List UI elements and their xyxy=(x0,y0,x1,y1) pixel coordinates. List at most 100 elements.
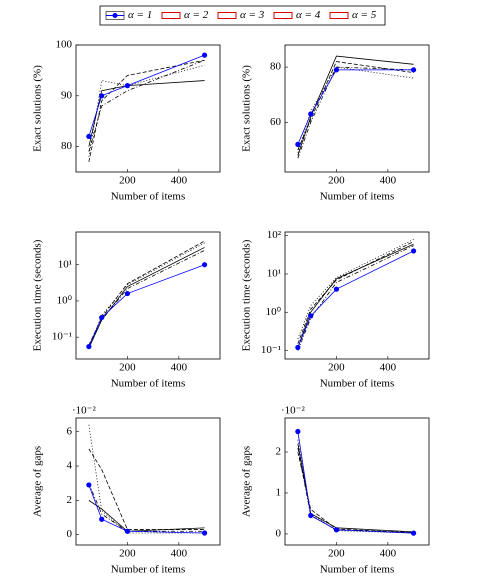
y-axis-label: Average of gaps xyxy=(241,446,253,517)
y-tick-label: 4 xyxy=(67,460,73,472)
x-tick-label: 200 xyxy=(328,362,345,374)
point xyxy=(308,313,314,319)
plot-frame xyxy=(284,417,430,546)
point xyxy=(410,530,417,536)
series-line xyxy=(297,431,414,534)
y-tick-label: 10⁻¹ xyxy=(261,344,281,356)
series-line xyxy=(297,66,414,159)
x-tick-label: 400 xyxy=(380,548,397,560)
x-tick-label: 200 xyxy=(328,548,345,560)
series-line xyxy=(297,69,414,145)
legend-icon xyxy=(112,13,118,18)
series-line xyxy=(88,249,205,349)
legend-label: α = 1 xyxy=(128,9,152,21)
legend-label: α = 2 xyxy=(184,9,209,21)
point xyxy=(333,67,340,73)
legend-icon xyxy=(161,12,181,19)
x-tick-label: 400 xyxy=(380,362,397,374)
plot-frame xyxy=(75,44,221,173)
series-line xyxy=(297,250,414,348)
point xyxy=(99,516,105,522)
legend-label: α = 4 xyxy=(296,9,321,21)
plot-frame xyxy=(75,417,221,546)
point xyxy=(99,93,105,99)
legend-icon xyxy=(273,12,293,19)
point xyxy=(124,83,131,89)
point xyxy=(410,67,417,73)
y-tick-label: 10⁰ xyxy=(266,306,282,318)
series-line xyxy=(297,55,414,156)
point xyxy=(86,343,92,350)
y-axis-label: Average of gaps xyxy=(32,446,44,517)
y-tick-label: 0 xyxy=(276,527,282,539)
series-line xyxy=(297,243,414,348)
legend-label: α = 5 xyxy=(352,9,377,21)
series-line xyxy=(88,500,205,532)
y-tick-label: 90 xyxy=(61,89,73,101)
plot-frame xyxy=(284,231,430,360)
x-tick-label: 400 xyxy=(171,548,188,560)
x-axis-label: Number of items xyxy=(111,378,186,390)
y-axis-label: Execution time (seconds) xyxy=(241,239,253,351)
y-tick-label: 10¹ xyxy=(267,268,281,280)
plot-frame xyxy=(75,231,221,360)
x-axis-label: Number of items xyxy=(320,564,395,576)
point xyxy=(86,482,92,488)
y-tick-label: 10⁻¹ xyxy=(52,331,72,343)
point xyxy=(308,111,314,117)
y-multiplier: ·10⁻² xyxy=(72,405,96,417)
y-tick-label: 1 xyxy=(276,487,282,499)
y-tick-label: 60 xyxy=(270,116,282,128)
y-tick-label: 10¹ xyxy=(58,258,72,270)
point xyxy=(333,286,340,292)
plot-frame xyxy=(284,44,430,173)
y-tick-label: 0 xyxy=(67,528,73,540)
series-line xyxy=(297,66,414,153)
point xyxy=(295,428,301,435)
series-line xyxy=(88,448,205,530)
y-tick-label: 80 xyxy=(270,61,282,73)
point xyxy=(201,262,208,268)
series-line xyxy=(297,241,414,344)
y-tick-label: 2 xyxy=(276,446,282,458)
series-line xyxy=(88,247,205,349)
x-tick-label: 400 xyxy=(171,362,188,374)
series-line xyxy=(297,451,414,534)
y-multiplier: ·10⁻² xyxy=(281,405,305,417)
series-line xyxy=(88,484,205,534)
legend-box xyxy=(99,5,386,26)
x-tick-label: 200 xyxy=(328,175,345,187)
point xyxy=(295,344,301,351)
point xyxy=(295,141,301,147)
legend-icon xyxy=(217,12,237,19)
y-tick-label: 80 xyxy=(61,140,73,152)
point xyxy=(99,314,105,321)
series-line xyxy=(88,59,205,152)
series-line xyxy=(88,424,205,534)
series-line xyxy=(88,64,205,157)
x-tick-label: 200 xyxy=(119,548,136,560)
x-tick-label: 400 xyxy=(171,175,188,187)
y-tick-label: 10² xyxy=(267,229,282,241)
series-line xyxy=(297,245,414,351)
series-line xyxy=(297,239,414,340)
series-line xyxy=(297,443,414,533)
point xyxy=(124,290,131,297)
y-tick-label: 2 xyxy=(67,494,73,506)
point xyxy=(308,512,314,519)
x-axis-label: Number of items xyxy=(320,191,395,203)
x-tick-label: 200 xyxy=(119,175,136,187)
x-axis-label: Number of items xyxy=(111,564,186,576)
point xyxy=(201,52,208,58)
y-axis-label: Execution time (seconds) xyxy=(32,239,44,351)
y-axis-label: Exact solutions (%) xyxy=(241,65,253,152)
series-line xyxy=(297,61,414,151)
series-line xyxy=(88,80,205,147)
point xyxy=(124,528,131,534)
x-tick-label: 200 xyxy=(119,362,136,374)
legend-icon xyxy=(329,12,349,19)
legend-label: α = 3 xyxy=(240,9,265,21)
series-line xyxy=(88,54,205,137)
